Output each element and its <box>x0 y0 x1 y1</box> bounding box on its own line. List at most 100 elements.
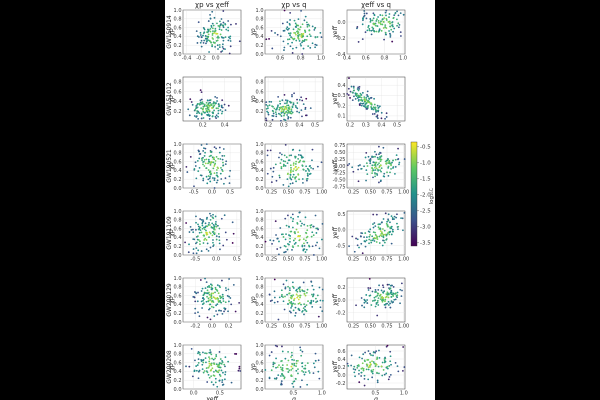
scatter-point <box>203 158 206 161</box>
scatter-point <box>358 381 361 384</box>
scatter-point <box>208 118 211 120</box>
scatter-point <box>388 13 391 15</box>
scatter-point <box>217 48 219 50</box>
scatter-point <box>373 30 376 32</box>
scatter-point <box>371 155 373 158</box>
scatter-point <box>216 385 219 388</box>
scatter-point <box>266 154 269 157</box>
scatter-point <box>207 175 210 177</box>
scatter-point <box>284 357 287 360</box>
scatter-point <box>356 26 359 28</box>
scatter-point <box>221 293 224 296</box>
scatter-point <box>291 182 294 185</box>
scatter-point <box>278 176 281 179</box>
y-tick-label: 0.4 <box>256 34 264 40</box>
scatter-point <box>201 224 204 227</box>
scatter-point <box>215 117 218 120</box>
scatter-point <box>215 40 218 42</box>
scatter-point <box>211 111 214 114</box>
scatter-point <box>318 377 321 380</box>
scatter-point <box>385 14 387 17</box>
scatter-point <box>305 165 308 168</box>
panel-GW190521-2: 0.25 0.50 0.75 1.000.00.20.40.60.81.0χp <box>250 142 327 196</box>
scatter-point <box>210 381 213 384</box>
scatter-point <box>215 310 217 312</box>
scatter-point <box>292 162 295 165</box>
scatter-point <box>267 113 270 116</box>
scatter-point <box>218 366 221 369</box>
scatter-point <box>388 231 391 234</box>
scatter-point <box>355 304 357 307</box>
scatter-point <box>274 32 276 34</box>
scatter-point <box>365 239 368 242</box>
scatter-point <box>210 41 213 44</box>
scatter-point <box>210 353 213 356</box>
scatter-point <box>362 353 365 356</box>
scatter-point <box>284 102 286 105</box>
scatter-point <box>359 92 362 95</box>
scatter-point <box>221 158 224 161</box>
scatter-point <box>224 356 227 359</box>
scatter-point <box>365 107 368 110</box>
scatter-point <box>379 298 382 301</box>
scatter-point <box>282 184 285 186</box>
scatter-point <box>197 291 199 294</box>
scatter-point <box>298 178 300 181</box>
scatter-point <box>301 41 303 44</box>
scatter-point <box>200 360 203 363</box>
scatter-point <box>207 39 209 41</box>
scatter-point <box>190 101 193 103</box>
scatter-point <box>214 377 217 380</box>
scatter-point <box>208 362 211 365</box>
y-tick-label: 0.4 <box>256 302 264 308</box>
scatter-point <box>377 19 380 22</box>
scatter-point <box>193 185 195 188</box>
scatter-point <box>381 244 384 247</box>
scatter-point <box>291 106 294 109</box>
scatter-point <box>392 25 394 28</box>
scatter-point <box>375 167 378 170</box>
y-tick-label: 0.6 <box>174 226 182 232</box>
scatter-point <box>279 375 282 377</box>
scatter-point <box>275 108 278 111</box>
scatter-point <box>208 39 211 42</box>
scatter-point <box>207 36 209 39</box>
scatter-point <box>371 239 374 242</box>
scatter-point <box>195 365 198 367</box>
scatter-point <box>356 88 359 90</box>
scatter-point <box>204 222 207 225</box>
scatter-point <box>369 19 372 22</box>
colorbar-tick-label: -1.5 <box>420 177 431 183</box>
y-tick-label: 0.6 <box>256 293 264 299</box>
scatter-point <box>278 174 281 177</box>
panel-frame <box>264 143 324 189</box>
scatter-point <box>213 177 216 180</box>
scatter-point <box>278 296 281 299</box>
scatter-point <box>305 21 308 24</box>
scatter-point <box>311 293 313 296</box>
scatter-point <box>280 115 283 117</box>
scatter-point <box>212 30 214 33</box>
y-tick-label: 0.4 <box>174 34 182 40</box>
scatter-point <box>361 102 364 105</box>
x-tick-label: 0.4 <box>221 123 229 129</box>
scatter-point <box>386 344 389 347</box>
scatter-point <box>204 147 207 150</box>
scatter-point <box>389 355 392 358</box>
scatter-point <box>370 96 373 99</box>
scatter-point <box>381 14 384 17</box>
scatter-point <box>384 117 386 120</box>
scatter-point <box>369 102 372 105</box>
panel-GW151012-1: 0.2 0.40.20.40.60.8χp <box>168 76 242 129</box>
scatter-point <box>381 374 384 377</box>
scatter-point <box>283 377 286 380</box>
scatter-point <box>314 244 317 247</box>
scatter-point <box>294 32 297 34</box>
scatter-point <box>271 47 274 50</box>
scatter-point <box>297 307 300 310</box>
scatter-point <box>276 345 279 348</box>
scatter-point <box>288 38 291 41</box>
scatter-point <box>197 223 199 226</box>
scatter-point <box>218 28 221 31</box>
scatter-point <box>382 369 385 371</box>
